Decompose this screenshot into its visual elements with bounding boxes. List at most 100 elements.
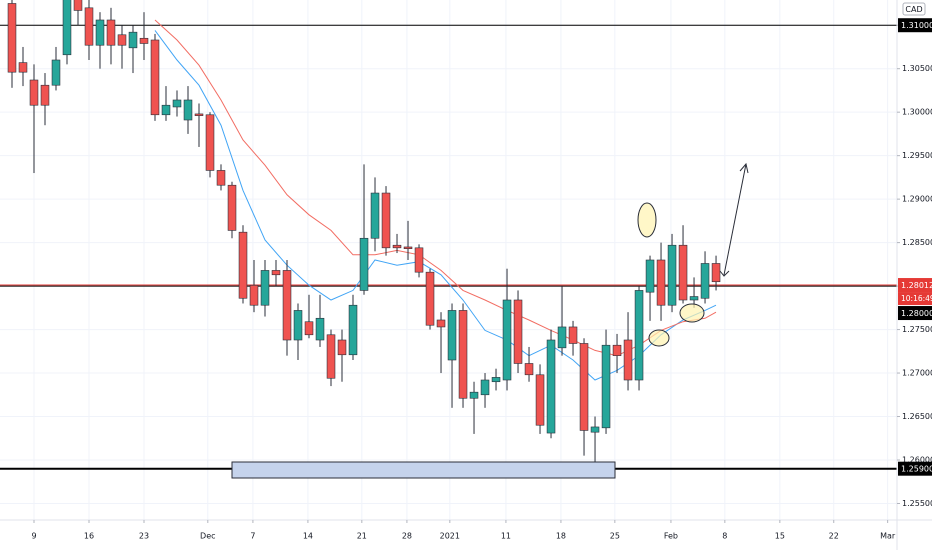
x-tick-label: Feb <box>664 532 678 541</box>
candle-body <box>73 0 83 11</box>
candle-body <box>436 319 446 328</box>
arrow-head <box>719 270 730 277</box>
candle-body <box>51 59 61 86</box>
plot <box>0 0 897 470</box>
candle-body <box>128 31 138 49</box>
drawings <box>231 162 749 479</box>
candle-body <box>62 0 72 56</box>
candle-body <box>689 296 699 301</box>
price-level-badge <box>898 461 932 476</box>
candle-body <box>546 339 556 434</box>
candle-body <box>469 391 479 399</box>
candle-body <box>238 231 248 299</box>
candle-body <box>172 99 182 108</box>
x-tick-label: 14 <box>303 532 313 541</box>
x-tick-label: 16 <box>84 532 94 541</box>
candle-body <box>535 374 545 426</box>
candle-body <box>447 310 457 361</box>
x-tick-label: 2021 <box>440 532 460 541</box>
candle-body <box>260 270 270 306</box>
x-tick-label: 7 <box>250 532 255 541</box>
y-tick-label: 1.30000 <box>902 108 932 117</box>
candle-body <box>392 244 402 249</box>
currency-badge <box>902 2 926 16</box>
grid <box>0 0 897 520</box>
x-tick-label: 9 <box>31 532 36 541</box>
x-tick-label: 11 <box>501 532 511 541</box>
candle-body <box>667 244 677 306</box>
candle-body <box>18 62 28 73</box>
candle-body <box>216 170 226 186</box>
y-tick-label: 1.28500 <box>902 238 932 247</box>
candle-body <box>271 270 281 276</box>
price-level-label: 1.28012 <box>901 281 932 290</box>
candle-body <box>106 19 116 46</box>
candle-body <box>557 326 567 349</box>
arrow-head <box>739 162 749 174</box>
candle-body <box>458 310 468 399</box>
candle-body <box>29 79 39 106</box>
candle-body <box>326 334 336 379</box>
candle-body <box>579 343 589 431</box>
candle-body <box>117 34 127 46</box>
highlight-ellipse <box>648 329 670 347</box>
candle-body <box>403 246 413 249</box>
candle-body <box>282 270 292 341</box>
candle-body <box>161 104 171 116</box>
support-zone <box>231 461 616 479</box>
x-tick-label: 22 <box>829 532 839 541</box>
y-tick-label: 1.26000 <box>902 456 932 465</box>
candle-body <box>293 310 303 341</box>
candle-body <box>315 317 325 341</box>
candle-body <box>205 114 215 171</box>
arrow <box>723 163 747 276</box>
x-tick-label: 28 <box>402 532 412 541</box>
candle-body <box>7 3 17 73</box>
y-tick-label: 1.26500 <box>902 412 932 421</box>
x-tick-label: 15 <box>775 532 785 541</box>
highlight-ellipse <box>679 303 705 323</box>
candle-body <box>381 192 391 249</box>
candle-body <box>414 247 424 273</box>
countdown-badge <box>898 292 932 306</box>
candle-body <box>359 237 369 291</box>
candle-body <box>656 259 666 306</box>
candle-body <box>183 99 193 121</box>
candle-body <box>425 271 435 326</box>
x-tick-label: 8 <box>722 532 727 541</box>
candle-body <box>568 326 578 344</box>
candle-body <box>370 192 380 239</box>
candle-body <box>612 344 622 356</box>
y-tick-label: 1.29000 <box>902 195 932 204</box>
price-level-label: 1.25900 <box>901 465 932 474</box>
candle-body <box>194 113 204 116</box>
x-tick-label: Dec <box>200 532 215 541</box>
price-level-badge <box>898 278 932 293</box>
highlight-ellipse <box>637 202 657 238</box>
candle-body <box>601 344 611 429</box>
x-tick-label: 21 <box>357 532 367 541</box>
candle-body <box>150 39 160 116</box>
candle-body <box>678 244 688 301</box>
y-tick-label: 1.27000 <box>902 369 932 378</box>
candle-body <box>524 363 534 376</box>
price-level-label: 1.28000 <box>901 309 932 318</box>
x-tick-label: 25 <box>610 532 620 541</box>
candle-body <box>645 259 655 293</box>
candle-body <box>84 7 94 46</box>
candle-body <box>304 321 314 336</box>
price-level-badge <box>898 18 932 33</box>
currency-label: CAD <box>905 5 922 14</box>
candle-body <box>623 339 633 381</box>
candle-body <box>139 37 149 44</box>
candle-body <box>700 263 710 299</box>
candle-body <box>95 19 105 46</box>
candle-body <box>348 304 358 356</box>
candle-body <box>337 339 347 356</box>
moving-average <box>154 19 717 357</box>
candle-body <box>513 299 523 364</box>
moving-average <box>154 30 717 381</box>
candle-body <box>491 377 501 383</box>
x-tick-label: 18 <box>556 532 566 541</box>
